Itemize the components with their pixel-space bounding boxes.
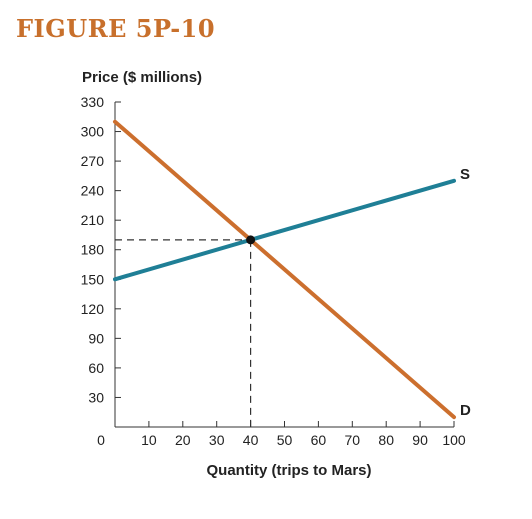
x-tick-label: 70 — [345, 432, 361, 448]
y-tick-label: 150 — [81, 271, 105, 287]
y-tick-label: 120 — [81, 301, 105, 317]
y-tick-label: 300 — [81, 124, 105, 140]
y-tick-label: 240 — [81, 183, 105, 199]
series-line-s — [113, 178, 456, 282]
x-tick-label: 40 — [243, 432, 259, 448]
x-tick-label: 50 — [277, 432, 293, 448]
x-tick-label: 80 — [378, 432, 394, 448]
x-tick-label: 10 — [141, 432, 157, 448]
series-group: SD — [113, 119, 471, 420]
y-tick-label: 180 — [81, 242, 105, 258]
axes — [114, 101, 455, 428]
equilibrium-point — [246, 235, 256, 245]
x-axis-label: Quantity (trips to Mars) — [206, 462, 371, 479]
series-label-d: D — [460, 402, 471, 419]
x-tick-label: 90 — [412, 432, 428, 448]
equilibrium-guides — [115, 239, 252, 427]
series-line-d — [113, 119, 456, 420]
figure-title: FIGURE 5P-10 — [16, 14, 216, 43]
y-tick-label: 210 — [81, 212, 105, 228]
origin-label: 0 — [97, 432, 105, 448]
y-tick-label: 90 — [88, 330, 104, 346]
y-tick-label: 330 — [81, 94, 105, 110]
x-tick-label: 30 — [209, 432, 225, 448]
y-axis-label: Price ($ millions) — [82, 69, 202, 86]
y-tick-label: 270 — [81, 153, 105, 169]
series-label-s: S — [460, 166, 470, 183]
y-tick-label: 30 — [88, 389, 104, 405]
x-tick-label: 60 — [311, 432, 327, 448]
tick-labels: 30 60 90 120 150 180 210 240 270 300 330 10 20 30 40 50… — [81, 94, 466, 448]
x-tick-label: 20 — [175, 432, 191, 448]
y-tick-label: 60 — [88, 360, 104, 376]
x-tick-label: 100 — [442, 432, 466, 448]
